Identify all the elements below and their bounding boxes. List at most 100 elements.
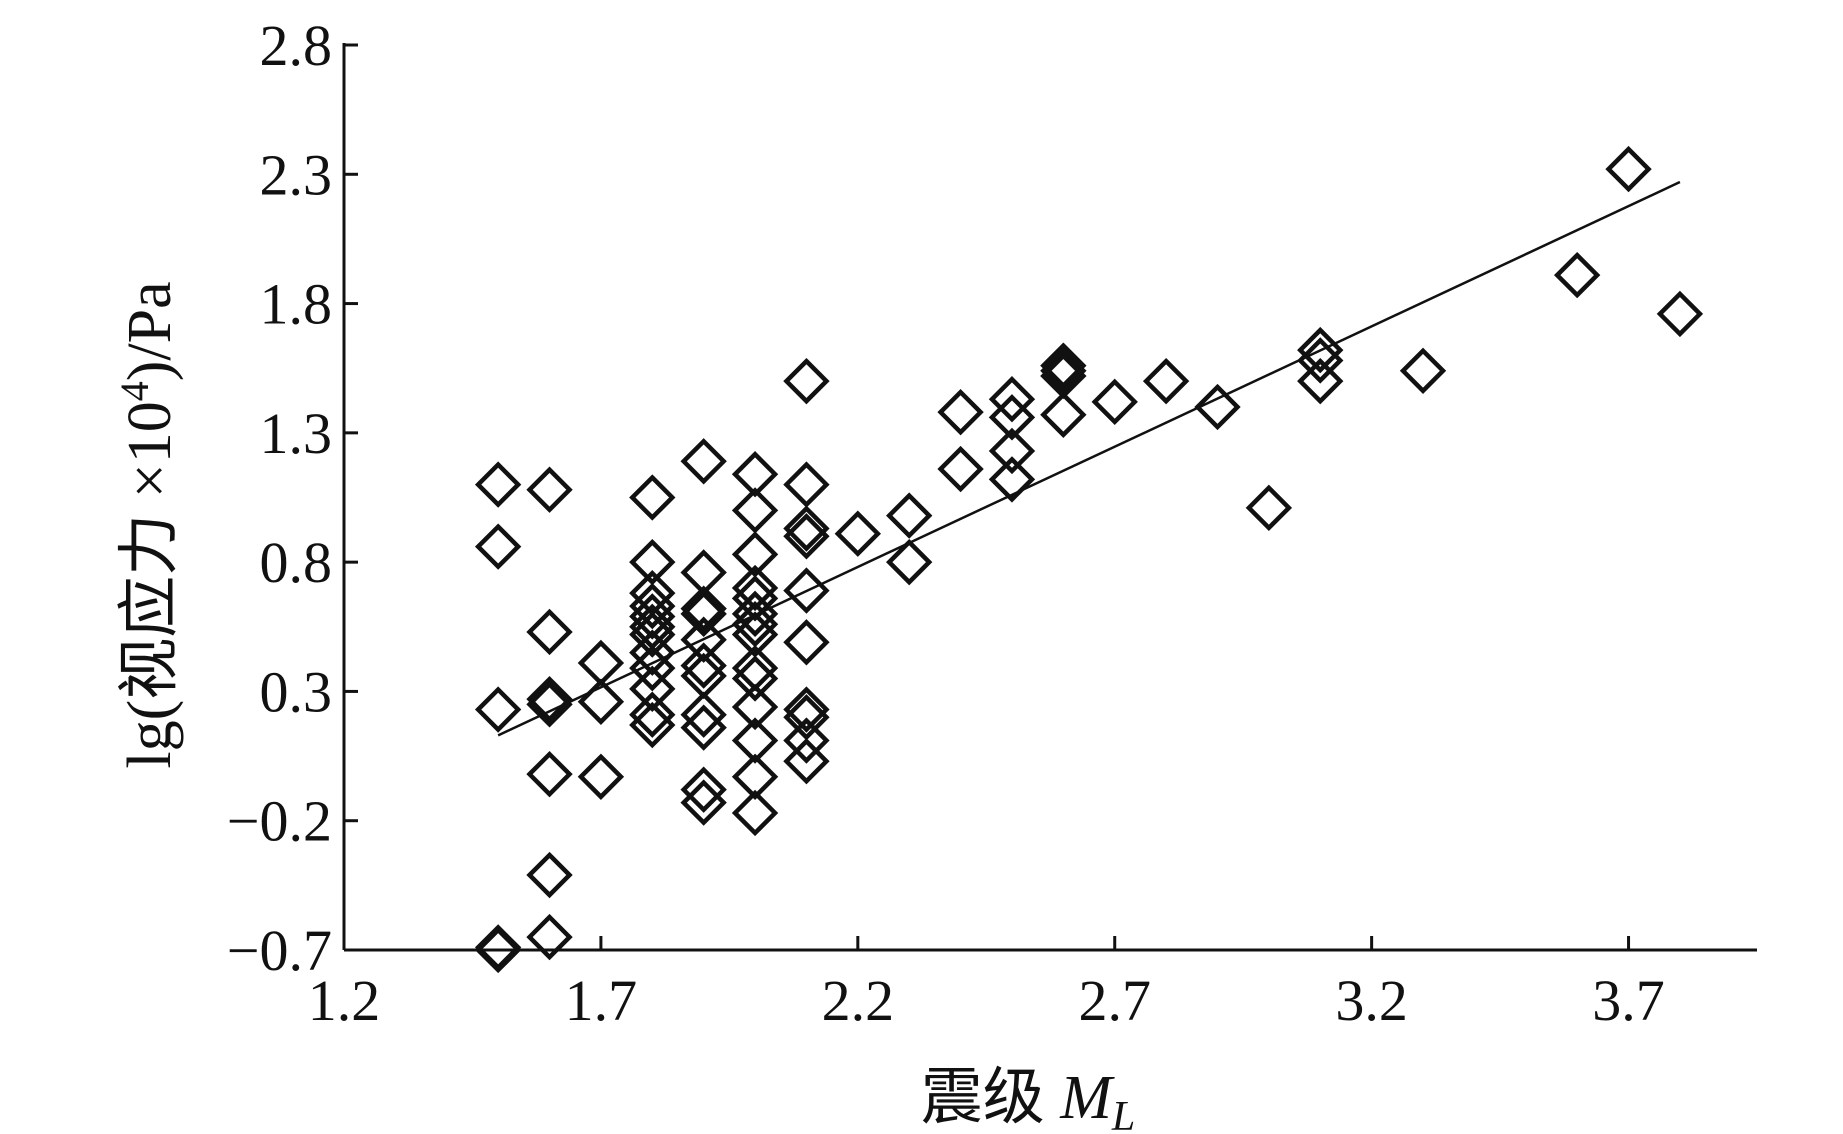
data-point [731, 753, 779, 800]
y-tick-label: 0.8 [260, 530, 333, 595]
data-point [526, 851, 573, 899]
data-point [1142, 357, 1190, 405]
data-point [526, 681, 573, 728]
data-point [680, 585, 727, 632]
data-point [526, 913, 573, 961]
data-point [1091, 378, 1138, 426]
x-tick-label: 1.7 [565, 968, 638, 1033]
data-point [988, 427, 1036, 475]
data-point [783, 717, 830, 764]
data-points [474, 145, 1704, 974]
data-point [731, 655, 779, 702]
y-tick-label: −0.7 [227, 918, 332, 983]
data-point [629, 593, 676, 640]
data-point [937, 445, 984, 493]
y-tick-label: 2.3 [260, 142, 333, 207]
data-point [629, 474, 676, 521]
data-point [526, 676, 573, 723]
data-point [731, 717, 779, 764]
data-point [886, 492, 933, 539]
y-tick-label: 1.3 [260, 401, 333, 466]
data-point [783, 619, 830, 666]
data-point [629, 665, 676, 713]
data-point [1605, 145, 1652, 193]
y-axis-title-prefix: lg(视应力 ×10 [116, 401, 184, 768]
y-tick-label: 0.3 [260, 659, 333, 724]
data-point [886, 538, 933, 586]
y-axis-title: lg(视应力 ×104)/Pa [112, 281, 184, 768]
y-axis-title-suffix: )/Pa [116, 281, 184, 381]
data-point [731, 789, 779, 837]
data-point [629, 691, 676, 738]
data-point [629, 644, 676, 692]
data-point [526, 466, 573, 513]
data-point [1297, 357, 1344, 405]
data-point [783, 357, 830, 405]
y-tick-label: −0.2 [227, 789, 332, 854]
data-point [731, 590, 779, 638]
data-point [629, 582, 676, 630]
data-point [783, 505, 830, 552]
data-point [680, 779, 727, 826]
data-point [937, 388, 984, 436]
data-point [1245, 484, 1293, 532]
data-point [1040, 342, 1087, 389]
data-point [783, 694, 830, 741]
data-point [783, 686, 830, 733]
data-point [474, 461, 522, 508]
data-point [1040, 391, 1087, 438]
data-point [731, 601, 779, 648]
data-point [474, 686, 522, 733]
x-tick-label: 2.2 [822, 968, 895, 1033]
data-point [834, 510, 881, 557]
data-point [629, 629, 676, 676]
data-point [731, 575, 779, 622]
data-point [1656, 290, 1704, 338]
data-point [731, 531, 779, 578]
data-point [680, 590, 727, 638]
x-ticks: 1.2 1.7 2.2 2.7 3.2 3.7 [308, 936, 1665, 1033]
data-point [731, 611, 779, 658]
axes [342, 43, 1757, 952]
data-point [1553, 251, 1601, 299]
x-axis-title-subscript: L [1111, 1094, 1135, 1134]
data-point [629, 611, 676, 658]
data-point [526, 750, 573, 798]
data-point [783, 738, 830, 785]
data-point [731, 683, 779, 731]
data-point [1297, 337, 1344, 384]
data-point [577, 753, 625, 800]
y-ticks: −0.7 −0.2 0.3 0.8 1.3 1.8 2.3 2.8 [227, 13, 358, 983]
data-point [577, 639, 625, 687]
data-point [731, 451, 779, 498]
x-tick-label: 3.7 [1592, 968, 1665, 1033]
data-point [680, 438, 727, 485]
x-tick-label: 2.7 [1078, 968, 1151, 1033]
data-point [629, 538, 676, 586]
x-tick-label: 3.2 [1335, 968, 1408, 1033]
data-point [680, 642, 727, 689]
data-point [988, 376, 1036, 423]
y-tick-label: 2.8 [260, 13, 333, 78]
y-tick-label: 1.8 [260, 272, 333, 337]
data-point [680, 766, 727, 813]
data-point [474, 523, 522, 570]
data-point [988, 394, 1036, 441]
data-point [1194, 383, 1241, 431]
regression-line [497, 180, 1681, 737]
x-tick-label: 1.2 [308, 968, 381, 1033]
data-point [783, 513, 830, 560]
data-point [474, 924, 522, 971]
data-point [783, 461, 830, 508]
data-point [731, 564, 779, 612]
data-point [474, 926, 522, 974]
data-point [629, 701, 676, 749]
data-point [731, 487, 779, 534]
data-point [1040, 347, 1087, 394]
x-axis-title-main: 震级 [921, 1064, 1061, 1132]
x-axis-title-variable: M [1059, 1064, 1115, 1132]
data-point [680, 704, 727, 751]
x-axis-title: 震级 ML [921, 1064, 1136, 1134]
y-axis-title-superscript: 4 [112, 381, 157, 401]
